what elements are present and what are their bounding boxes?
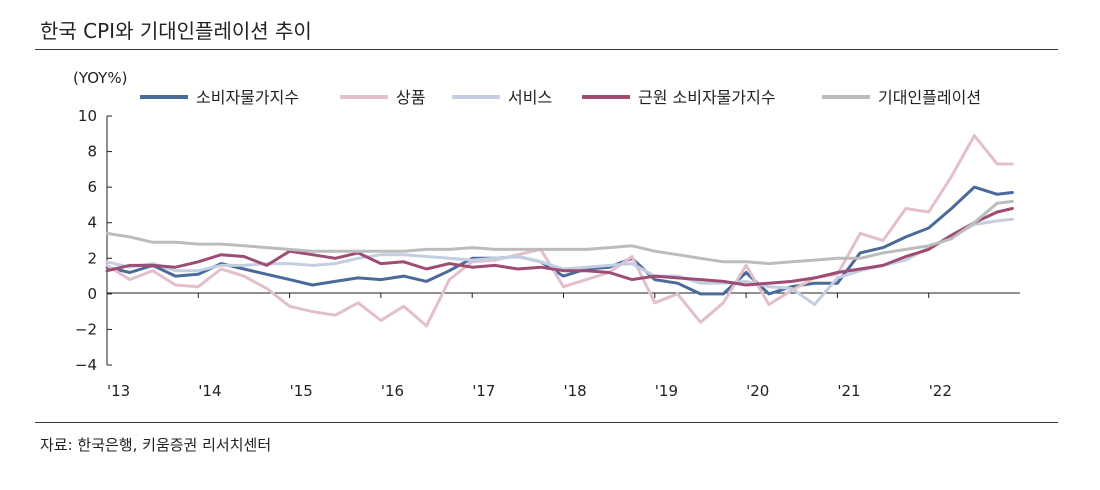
y-tick-label: −4 bbox=[75, 356, 97, 374]
bottom-rule bbox=[35, 422, 1058, 423]
y-tick-label: −2 bbox=[75, 320, 97, 338]
y-tick-label: 0 bbox=[87, 285, 97, 303]
chart-axes: 10 8 6 4 2 0 −2 −4 (YOY%) '13 '14 '15 '16 '17 '18 '19 '2… bbox=[73, 69, 1020, 400]
series-line-services bbox=[105, 217, 1014, 306]
y-tick-label: 8 bbox=[87, 143, 97, 161]
legend-label-services: 서비스 bbox=[508, 88, 552, 107]
x-tick-label: '17 bbox=[472, 382, 495, 400]
x-tick-label: '20 bbox=[746, 382, 769, 400]
series-line-expected bbox=[105, 199, 1014, 266]
chart-legend: 소비자물가지수 상품 서비스 근원 소비자물가지수 기대인플레이션 bbox=[140, 88, 981, 107]
legend-label-core: 근원 소비자물가지수 bbox=[638, 88, 776, 107]
x-tick-label: '18 bbox=[564, 382, 587, 400]
x-tick-label: '16 bbox=[381, 382, 404, 400]
top-rule bbox=[35, 49, 1058, 50]
page-title: 한국 CPI와 기대인플레이션 추이 bbox=[40, 19, 312, 43]
source-note: 자료: 한국은행, 키움증권 리서치센터 bbox=[40, 436, 272, 454]
series-line-goods bbox=[105, 134, 1014, 328]
x-tick-label: '21 bbox=[837, 382, 860, 400]
series-line-core bbox=[105, 207, 1014, 287]
series-line-cpi bbox=[105, 185, 1014, 296]
x-tick-label: '22 bbox=[929, 382, 952, 400]
legend-label-expected: 기대인플레이션 bbox=[878, 88, 981, 107]
chart-series bbox=[105, 134, 1014, 328]
y-tick-label: 4 bbox=[87, 214, 97, 232]
y-tick-label: 2 bbox=[87, 249, 97, 267]
y-axis-unit-label: (YOY%) bbox=[73, 69, 127, 87]
x-tick-label: '15 bbox=[290, 382, 313, 400]
x-tick-label: '14 bbox=[198, 382, 221, 400]
legend-label-cpi: 소비자물가지수 bbox=[196, 88, 299, 107]
x-tick-label: '13 bbox=[107, 382, 130, 400]
y-tick-label: 10 bbox=[78, 107, 97, 125]
y-tick-label: 6 bbox=[87, 178, 97, 196]
legend-label-goods: 상품 bbox=[396, 88, 425, 107]
x-tick-label: '19 bbox=[655, 382, 678, 400]
